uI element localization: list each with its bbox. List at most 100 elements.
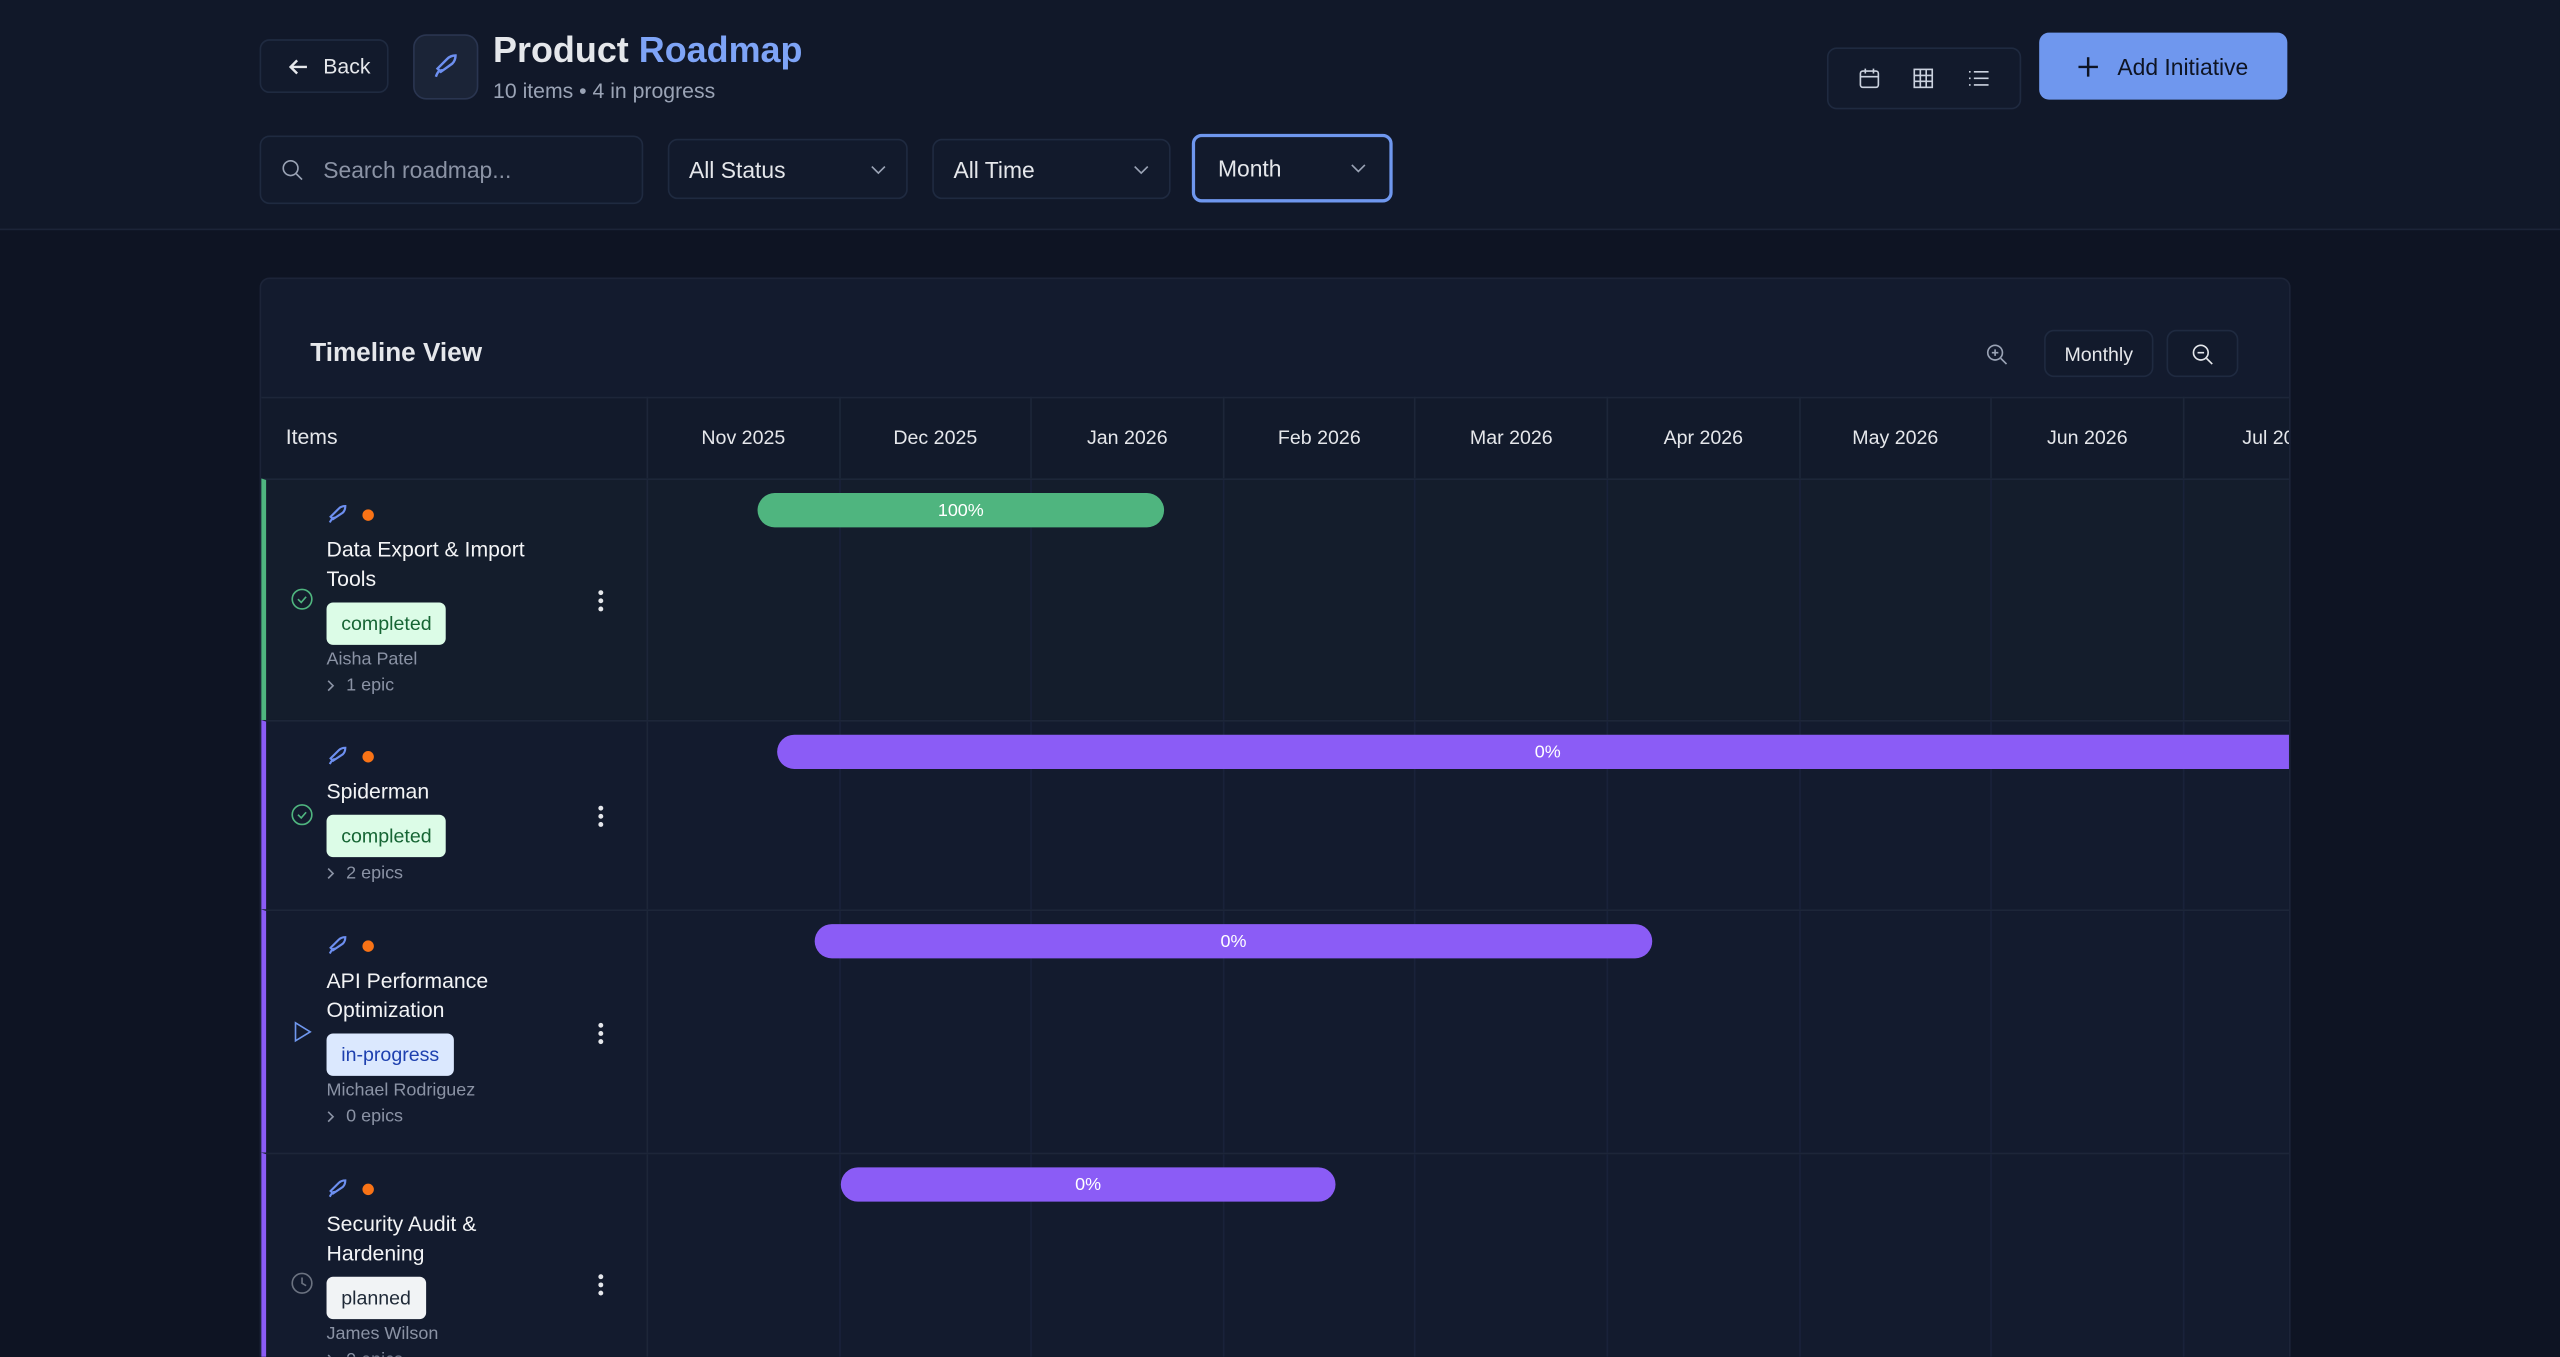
progress-bar[interactable]: 0% — [840, 1167, 1336, 1202]
month-gridline — [1798, 721, 1801, 910]
month-header: Jul 2026 — [2182, 396, 2289, 479]
epics-count: 0 epics — [346, 1350, 403, 1357]
add-label: Add Initiative — [2117, 53, 2249, 80]
priority-dot — [362, 509, 374, 521]
time-filter[interactable]: All Time — [932, 138, 1171, 200]
month-gridline — [1990, 479, 1993, 720]
view-switcher — [1826, 47, 2022, 110]
row-menu[interactable] — [598, 805, 605, 828]
month-gridline — [1798, 479, 1801, 720]
rocket-icon — [327, 744, 350, 767]
item-name[interactable]: API Performance Optimization — [326, 968, 489, 1023]
granularity-label: Month — [1217, 155, 1282, 182]
epics-toggle[interactable]: 2 epics — [327, 864, 403, 883]
month-gridline — [2182, 721, 2185, 910]
back-button[interactable]: Back — [259, 39, 389, 94]
column-divider — [646, 1154, 649, 1357]
search-icon — [282, 159, 303, 181]
timeline-row: API Performance Optimization in-progress M… — [261, 909, 2289, 1153]
month-header: Jan 2026 — [1030, 396, 1223, 479]
plus-icon — [2078, 56, 2098, 76]
status-badge: completed — [326, 602, 447, 645]
status-icon — [291, 588, 314, 611]
month-gridline — [1798, 1154, 1801, 1357]
rocket-icon — [413, 34, 479, 100]
items-header: Items — [285, 424, 338, 449]
progress-bar[interactable]: 100% — [757, 493, 1165, 528]
epics-toggle[interactable]: 0 epics — [327, 1350, 403, 1357]
status-label: All Status — [688, 155, 786, 183]
progress-bar[interactable]: 0% — [777, 734, 2289, 769]
month-gridline — [1990, 1154, 1993, 1357]
row-menu[interactable] — [598, 1273, 605, 1296]
timeline-row: Data Export & Import Tools completed Aisha… — [261, 478, 2289, 720]
month-gridline — [1030, 911, 1033, 1153]
calendar-view[interactable] — [1858, 67, 1881, 90]
month-header: Nov 2025 — [646, 396, 839, 479]
subtitle: 10 items • 4 in progress — [493, 78, 716, 103]
page-title: Product Roadmap — [493, 29, 802, 71]
item-name[interactable]: Spiderman — [326, 778, 430, 804]
title-highlight: Roadmap — [638, 29, 803, 71]
status-filter[interactable]: All Status — [667, 138, 908, 200]
item-details: API Performance Optimization in-progress M… — [326, 967, 572, 1127]
zoom-level[interactable]: Monthly — [2044, 329, 2154, 378]
month-gridline — [1606, 1154, 1609, 1357]
month-gridline — [1414, 721, 1417, 910]
item-details: Spiderman completed 2 epics — [326, 777, 572, 883]
zoom-out[interactable] — [2166, 329, 2239, 378]
month-gridline — [1222, 911, 1225, 1153]
month-gridline — [838, 479, 841, 720]
timeline-row: Spiderman completed 2 epics 0% — [261, 719, 2289, 910]
epics-toggle[interactable]: 0 epics — [327, 1107, 403, 1127]
back-label: Back — [323, 53, 371, 79]
month-gridline — [1222, 479, 1225, 720]
item-name[interactable]: Security Audit & Hardening — [326, 1211, 477, 1266]
grid-view[interactable] — [1913, 67, 1936, 90]
month-gridline — [1798, 911, 1801, 1153]
month-gridline — [838, 911, 841, 1153]
status-icon — [291, 1020, 314, 1043]
epics-toggle[interactable]: 1 epic — [327, 676, 394, 696]
month-header: Dec 2025 — [838, 396, 1031, 479]
rocket-icon — [327, 934, 350, 957]
status-badge: in-progress — [326, 1033, 454, 1076]
month-gridline — [1606, 721, 1609, 910]
priority-dot — [362, 1183, 374, 1196]
search-box[interactable]: Search roadmap... — [259, 135, 644, 205]
item-details: Data Export & Import Tools completed Aisha… — [326, 536, 572, 696]
column-divider — [646, 721, 649, 910]
list-view[interactable] — [1968, 67, 1991, 90]
month-gridline — [1414, 911, 1417, 1153]
timeline-row: Security Audit & Hardening planned James W… — [261, 1152, 2289, 1357]
month-gridline — [1030, 479, 1033, 720]
month-gridline — [838, 721, 841, 910]
item-name[interactable]: Data Export & Import Tools — [326, 537, 525, 592]
search-placeholder: Search roadmap... — [323, 156, 512, 183]
time-label: All Time — [953, 155, 1035, 183]
progress-bar[interactable]: 0% — [814, 924, 1653, 959]
granularity-filter[interactable]: Month — [1191, 133, 1393, 203]
month-gridline — [1030, 721, 1033, 910]
month-header: May 2026 — [1798, 396, 1991, 479]
zoom-in[interactable] — [1985, 343, 2008, 366]
row-menu[interactable] — [598, 589, 605, 612]
month-gridline — [1030, 1154, 1033, 1357]
column-divider — [646, 911, 649, 1153]
rocket-icon — [327, 1177, 350, 1200]
timeline-header — [261, 396, 2289, 480]
row-menu[interactable] — [598, 1021, 605, 1044]
add-initiative-button[interactable]: Add Initiative — [2039, 32, 2288, 100]
priority-dot — [362, 751, 374, 763]
column-divider — [646, 479, 649, 720]
owner: James Wilson — [326, 1324, 439, 1344]
item-details: Security Audit & Hardening planned James W… — [326, 1210, 572, 1357]
status-badge: planned — [326, 1276, 426, 1320]
month-gridline — [1222, 721, 1225, 910]
month-gridline — [1606, 911, 1609, 1153]
month-gridline — [1990, 911, 1993, 1153]
owner: Aisha Patel — [326, 649, 418, 670]
status-icon — [291, 803, 314, 826]
month-header: Feb 2026 — [1222, 396, 1415, 479]
